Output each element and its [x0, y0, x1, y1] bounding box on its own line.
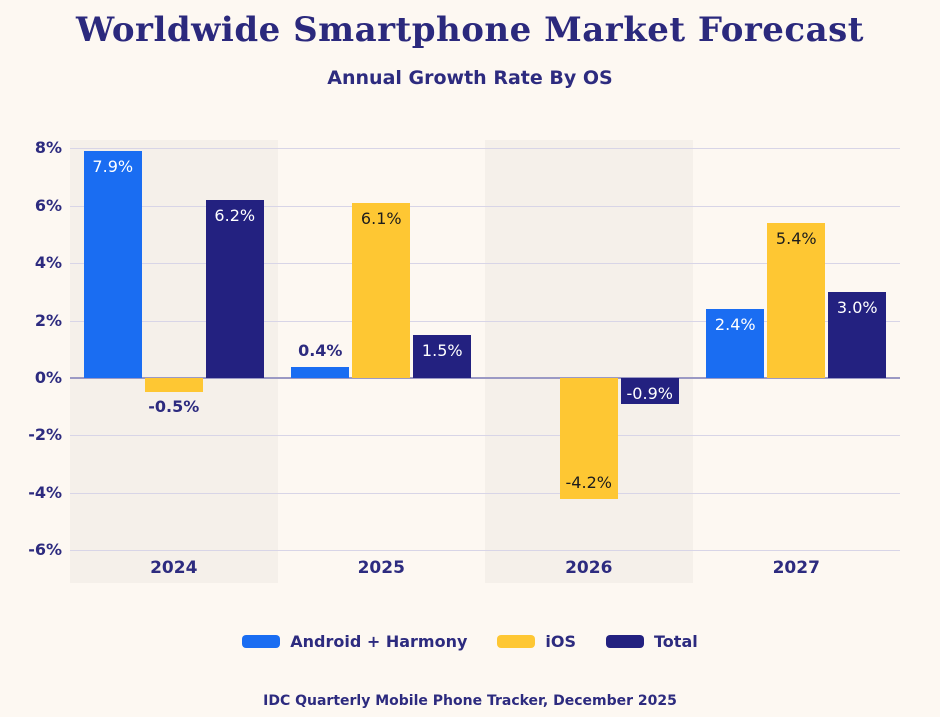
legend-swatch-android-harmony — [242, 635, 281, 648]
bar-ios-2025 — [352, 202, 411, 378]
bar-value-label: 6.1% — [360, 208, 402, 228]
plot-area: 7.9% -0.5% 6.2% 2024 0.4% 6.1% 1.5% 2025 -4.2% -0… — [70, 140, 900, 583]
zero-gridline — [70, 377, 900, 379]
bar-android-harmony-2027 — [706, 309, 765, 378]
x-axis-label-2027: 2027 — [772, 558, 820, 578]
x-axis-label-2026: 2026 — [565, 558, 613, 578]
legend-label: Android + Harmony — [290, 632, 468, 651]
bar-value-label: 1.5% — [421, 340, 463, 360]
legend-swatch-total — [606, 635, 645, 648]
bar-ios-2024 — [144, 378, 203, 393]
chart-title: Worldwide Smartphone Market Forecast — [75, 10, 865, 50]
bar-value-label: 7.9% — [92, 157, 134, 177]
bar-value-label: -0.9% — [626, 384, 673, 403]
y-axis-tick-label: -4% — [28, 482, 62, 502]
legend-item-android-harmony: Android + Harmony — [242, 632, 467, 651]
x-axis-label-2025: 2025 — [357, 558, 405, 578]
gridline — [70, 320, 900, 322]
gridline — [70, 550, 900, 552]
bar-value-label: 3.0% — [836, 297, 878, 317]
x-axis-label-2024: 2024 — [150, 558, 198, 578]
legend: Android + Harmony iOS Total — [0, 632, 940, 651]
bar-chart: 8% 6% 4% 2% 0% -2% -4% -6% 7.9% -0.5% 6.2% 2024 0.4… — [28, 138, 900, 583]
gridline — [70, 435, 900, 437]
y-axis-tick-label: 6% — [34, 195, 62, 215]
legend-label: iOS — [545, 632, 577, 651]
bar-value-label: 0.4% — [298, 340, 343, 360]
legend-item-total: Total — [606, 632, 698, 651]
bar-total-2025 — [413, 334, 472, 378]
gridline — [70, 205, 900, 207]
y-axis-tick-label: -6% — [28, 540, 62, 560]
y-axis-tick-label: 0% — [34, 368, 62, 387]
legend-label: Total — [654, 632, 698, 651]
legend-item-ios: iOS — [497, 632, 576, 651]
source-note: IDC Quarterly Mobile Phone Tracker, Dece… — [263, 693, 677, 709]
bar-value-label: 2.4% — [714, 315, 756, 335]
bar-value-label: 5.4% — [775, 229, 817, 249]
bar-total-2024 — [205, 200, 264, 378]
y-axis-tick-label: 4% — [34, 253, 62, 273]
bar-value-label: 6.2% — [214, 206, 256, 226]
bar-total-2026 — [620, 378, 679, 404]
legend-swatch-ios — [497, 635, 536, 648]
bar-android-harmony-2025 — [291, 366, 350, 378]
category-band-2026 — [485, 140, 693, 583]
bar-value-label: -4.2% — [565, 472, 612, 492]
gridline — [70, 263, 900, 265]
bar-ios-2026 — [559, 378, 618, 499]
chart-subtitle: Annual Growth Rate By OS — [327, 67, 613, 89]
y-axis-tick-label: 2% — [34, 310, 62, 330]
y-axis-tick-label: 8% — [34, 138, 62, 158]
bar-ios-2027 — [767, 223, 826, 378]
gridline — [70, 492, 900, 494]
y-axis-tick-label: -2% — [28, 425, 62, 445]
bar-android-harmony-2024 — [83, 151, 142, 378]
bar-value-label: -0.5% — [148, 397, 200, 417]
gridline — [70, 148, 900, 150]
bar-total-2027 — [828, 291, 887, 378]
